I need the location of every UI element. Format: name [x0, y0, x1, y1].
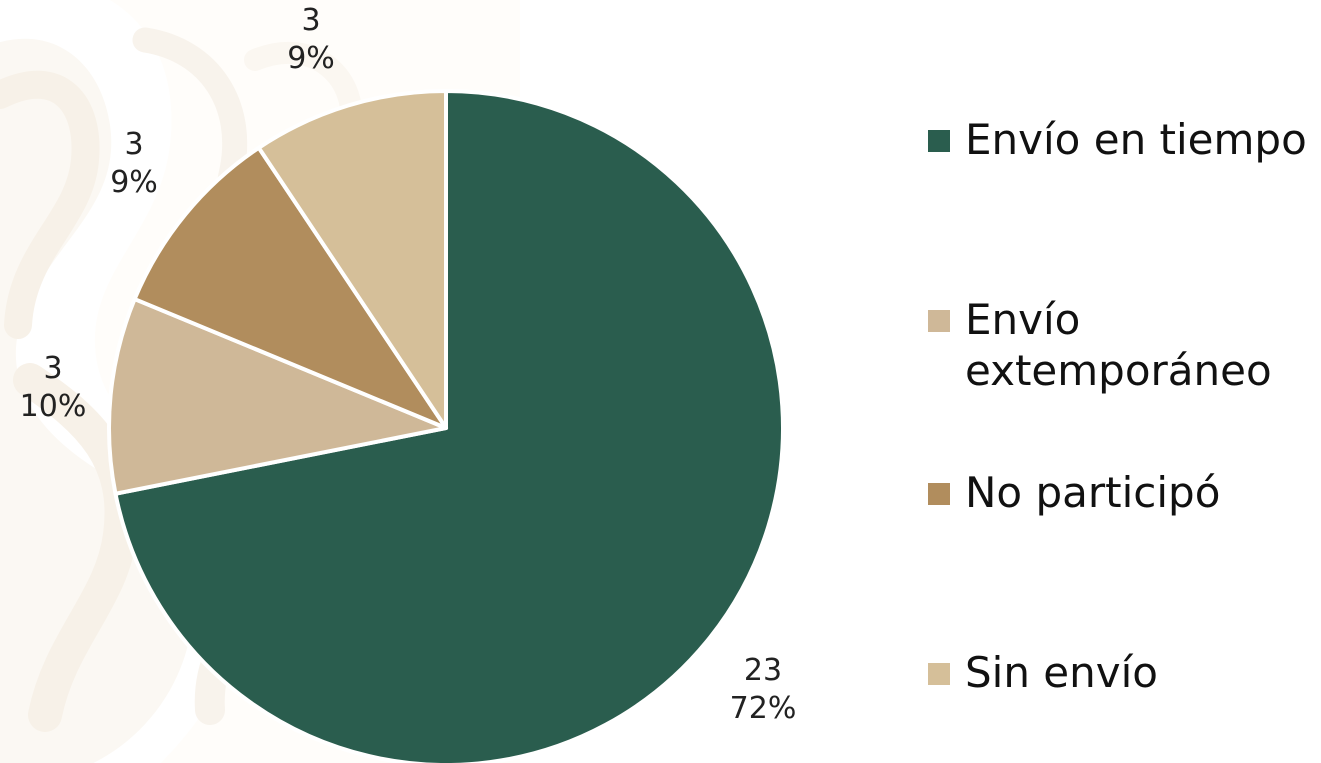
legend-item-no-participo: No participó [928, 467, 1315, 518]
legend-swatch-envio-extemporaneo [928, 310, 950, 332]
data-label-envio-extemporaneo-percent: 10% [19, 389, 87, 424]
legend-label-envio-en-tiempo: Envío en tiempo [965, 115, 1307, 164]
data-label-no-participo: 3 9% [91, 126, 177, 202]
data-label-envio-extemporaneo-value: 3 [43, 351, 63, 386]
pie-slice-envio-extemporaneo [107, 297, 448, 496]
legend-label-envio-extemporaneo: Envío extemporáneo [965, 295, 1272, 395]
legend-swatch-envio-en-tiempo [928, 130, 950, 152]
data-label-no-participo-percent: 9% [110, 165, 158, 200]
pie-slices [107, 89, 785, 763]
legend-swatch-sin-envio [928, 663, 950, 685]
data-label-envio-en-tiempo: 23 72% [720, 652, 806, 728]
data-label-envio-extemporaneo: 3 10% [10, 350, 96, 426]
data-label-envio-en-tiempo-percent: 72% [729, 691, 797, 726]
legend-swatch-no-participo [928, 483, 950, 505]
legend-item-envio-extemporaneo: Envío extemporáneo [928, 294, 1315, 396]
data-label-sin-envio: 3 9% [268, 2, 354, 78]
data-label-envio-en-tiempo-value: 23 [743, 653, 783, 688]
legend-item-sin-envio: Sin envío [928, 647, 1315, 698]
pie-slice-sin-envio [256, 89, 448, 430]
pie-slice-no-participo [132, 145, 448, 430]
legend-label-sin-envio: Sin envío [965, 648, 1158, 697]
legend-label-no-participo: No participó [965, 468, 1221, 517]
data-label-no-participo-value: 3 [124, 127, 144, 162]
pie-slice-envio-en-tiempo [113, 89, 785, 763]
data-label-sin-envio-value: 3 [301, 3, 321, 38]
data-label-sin-envio-percent: 9% [287, 41, 335, 76]
legend-item-envio-en-tiempo: Envío en tiempo [928, 114, 1315, 165]
